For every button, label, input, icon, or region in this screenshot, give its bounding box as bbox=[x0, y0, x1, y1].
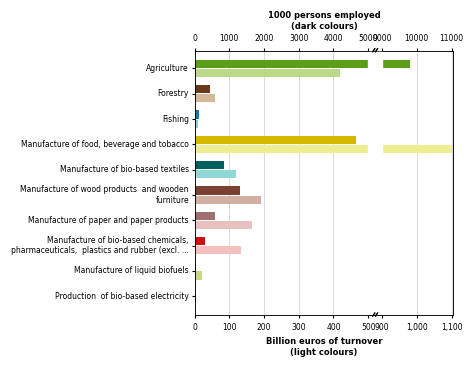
Bar bbox=[194, 246, 241, 254]
Bar bbox=[194, 161, 224, 169]
Bar bbox=[194, 85, 210, 93]
Bar bbox=[194, 272, 202, 280]
Bar bbox=[194, 195, 261, 204]
Bar bbox=[194, 60, 410, 68]
Bar bbox=[194, 145, 452, 153]
Bar bbox=[194, 170, 236, 178]
Bar bbox=[194, 212, 215, 220]
Bar bbox=[194, 262, 196, 270]
Bar bbox=[194, 221, 252, 229]
Bar bbox=[194, 94, 215, 102]
Bar bbox=[194, 288, 195, 296]
Bar bbox=[194, 120, 198, 128]
X-axis label: 1000 persons employed
(dark colours): 1000 persons employed (dark colours) bbox=[267, 11, 380, 31]
Bar bbox=[194, 60, 368, 68]
Bar bbox=[194, 237, 205, 245]
X-axis label: Billion euros of turnover
(light colours): Billion euros of turnover (light colours… bbox=[265, 337, 382, 357]
Bar bbox=[194, 69, 340, 77]
Bar bbox=[194, 110, 199, 118]
Bar bbox=[194, 297, 196, 305]
Bar bbox=[368, 49, 382, 315]
Bar bbox=[194, 187, 240, 195]
Bar bbox=[194, 136, 356, 144]
